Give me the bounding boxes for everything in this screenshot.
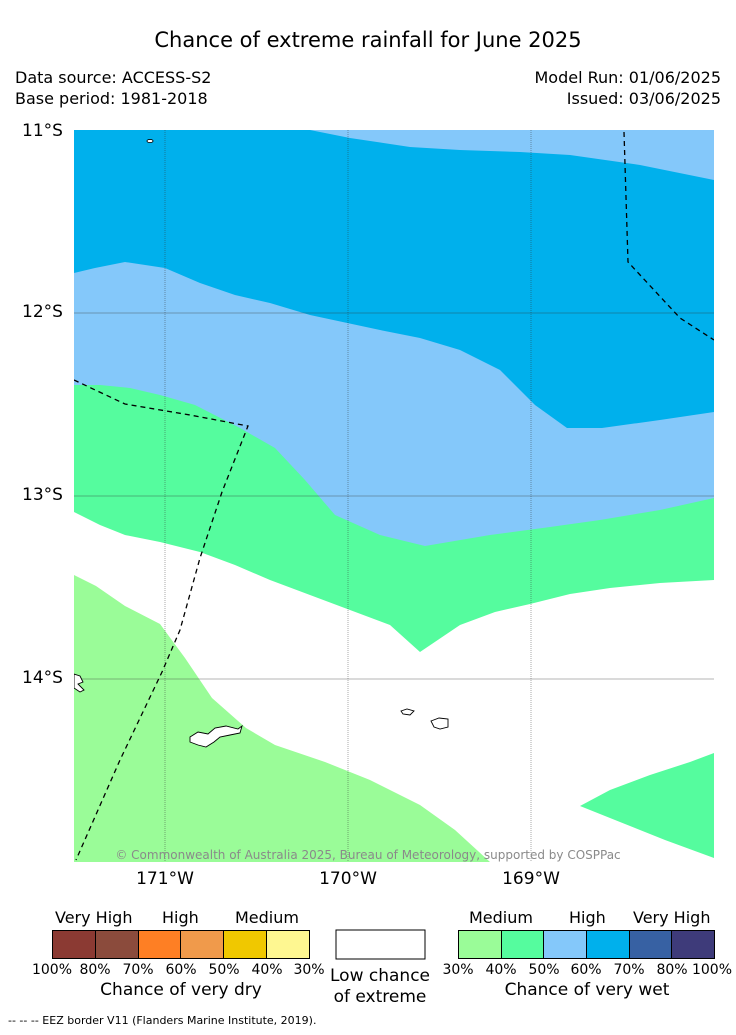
dry-swatch: [181, 931, 225, 958]
wet-tick: 70%: [613, 962, 645, 978]
wet-header-medium: Medium: [469, 908, 533, 927]
dry-tick: 30%: [293, 962, 325, 978]
wet-tick: 80%: [656, 962, 688, 978]
region-wet-40-50-se: [580, 753, 714, 858]
wet-swatch: [629, 931, 673, 958]
wet-tick: 60%: [570, 962, 602, 978]
base-period: Base period: 1981-2018: [15, 89, 208, 108]
dry-tick: 80%: [79, 962, 111, 978]
wet-swatch: [587, 931, 630, 958]
island-tau: [430, 717, 449, 730]
dry-tick: 50%: [208, 962, 240, 978]
island-ofu: [400, 708, 415, 716]
wet-tick: 100%: [691, 962, 733, 978]
legend-low-swatch: [335, 929, 426, 960]
dry-tick: 40%: [251, 962, 283, 978]
island-swains: [146, 138, 154, 144]
dry-colorbar: [52, 930, 310, 959]
wet-tick: 50%: [528, 962, 560, 978]
wet-caption: Chance of very wet: [504, 980, 670, 1000]
dry-caption: Chance of very dry: [100, 980, 262, 1000]
dry-header-medium: Medium: [235, 908, 299, 927]
eez-border: [74, 131, 714, 861]
wet-swatch: [672, 931, 715, 958]
dry-swatch: [138, 931, 182, 958]
dry-swatch: [267, 931, 309, 958]
lon-label-169w: 169°W: [502, 869, 560, 889]
wet-swatch: [501, 931, 545, 958]
dry-swatch: [95, 931, 139, 958]
dry-swatch: [224, 931, 268, 958]
wet-tick: 40%: [485, 962, 517, 978]
copyright-notice: © Commonwealth of Australia 2025, Bureau…: [115, 848, 621, 862]
lat-label-12s: 12°S: [22, 302, 63, 322]
dry-tick: 60%: [165, 962, 197, 978]
wet-header-very-high: Very High: [633, 908, 711, 927]
lat-label-13s: 13°S: [22, 485, 63, 505]
model-run: Model Run: 01/06/2025: [534, 68, 722, 87]
island-tutuila: [189, 724, 243, 748]
lon-label-171w: 171°W: [136, 869, 194, 889]
wet-swatch: [544, 931, 588, 958]
map-title: Chance of extreme rainfall for June 2025: [154, 28, 582, 52]
low-caption-line1: Low chance: [330, 966, 430, 986]
data-source: Data source: ACCESS-S2: [15, 68, 212, 87]
dry-header-high: High: [162, 908, 199, 927]
wet-swatch: [459, 931, 502, 958]
region-wet-30-40: [74, 575, 490, 862]
meta-right: Model Run: 01/06/2025 Issued: 03/06/2025: [535, 67, 722, 109]
island-west: [74, 673, 85, 693]
dry-header-very-high: Very High: [55, 908, 133, 927]
islands: [74, 138, 449, 748]
meta-left: Data source: ACCESS-S2 Base period: 1981…: [15, 67, 211, 109]
eez-footnote: -- -- -- EEZ border V11 (Flanders Marine…: [8, 1014, 317, 1027]
dry-swatch: [53, 931, 96, 958]
dry-tick: 70%: [122, 962, 154, 978]
region-wet-60-70: [74, 130, 714, 428]
dry-tick: 100%: [31, 962, 73, 978]
low-caption-line2: of extreme: [333, 987, 427, 1007]
lon-label-170w: 170°W: [319, 869, 377, 889]
lat-label-11s: 11°S: [22, 121, 63, 141]
wet-tick: 30%: [442, 962, 474, 978]
wet-header-high: High: [569, 908, 606, 927]
wet-colorbar: [458, 930, 715, 959]
issued-date: Issued: 03/06/2025: [566, 89, 721, 108]
lat-label-14s: 14°S: [22, 668, 63, 688]
